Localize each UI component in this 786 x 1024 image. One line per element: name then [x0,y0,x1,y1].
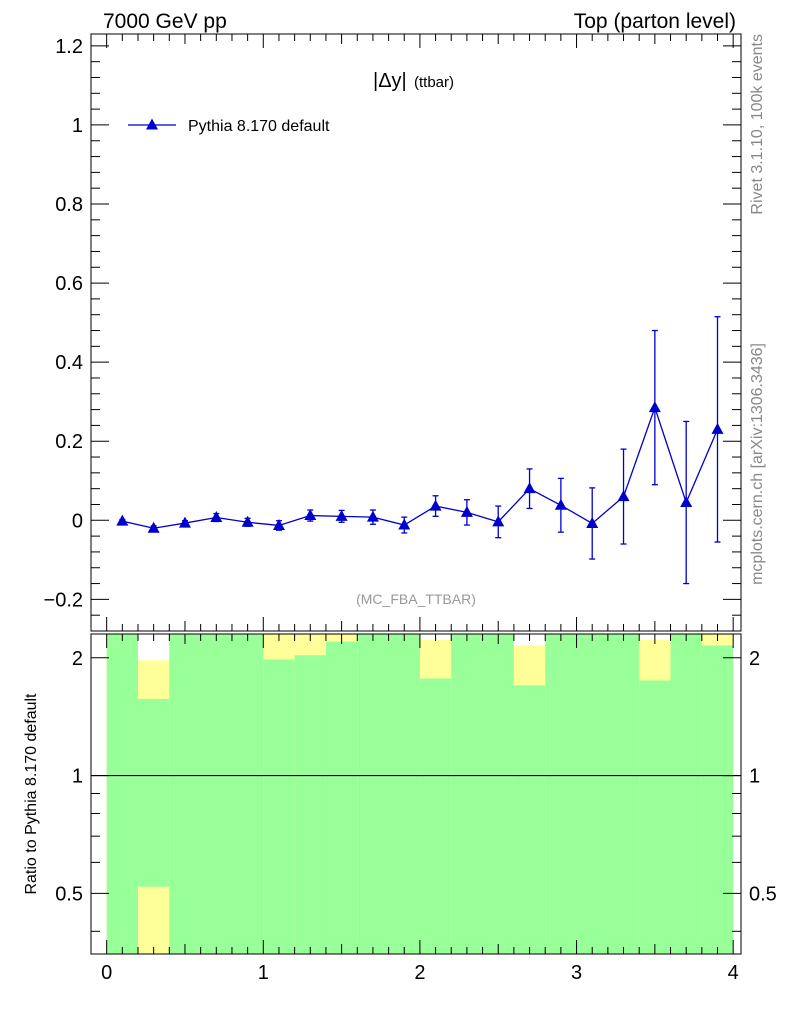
ratio-green-band [639,680,671,954]
data-point [617,490,630,502]
ratio-x-tick-label: 0 [101,962,112,984]
main-y-tick-label: 1.2 [55,36,83,58]
main-plot-panel: −0.2 0 0.2 0.4 0.6 0.8 1 1.2 |Δy| (ttbar) (MC_F… [44,33,742,632]
ratio-y-tick-label-right: 0.5 [749,883,777,905]
data-point [460,505,473,517]
ratio-green-band [137,698,170,887]
ratio-y-tick-label-right: 2 [749,648,760,670]
ratio-green-band [670,634,702,954]
main-y-tick-label: 0.8 [55,194,83,216]
ratio-green-band [169,634,264,954]
main-y-tick-label: 0.6 [55,273,83,295]
ratio-green-band [263,659,295,954]
ratio-green-band [545,634,640,954]
header-left: 7000 GeV pp [103,10,227,33]
ratio-green-band [701,645,734,954]
data-point [147,521,160,533]
ratio-green-band [325,641,358,954]
data-point [429,499,442,511]
series-line [122,405,719,529]
main-y-tick-label: 1 [72,115,83,137]
main-y-tick-label: 0.4 [55,352,83,374]
main-y-tick-label: 0.2 [55,431,83,453]
main-y-tick-label: 0 [72,510,83,532]
data-point [210,511,223,523]
ratio-green-band [451,634,514,954]
plot-title-main: |Δy| [373,70,407,92]
data-point [398,518,411,530]
data-point [523,482,536,494]
ratio-x-tick-label: 4 [728,962,739,984]
data-point [241,515,254,527]
legend-marker [146,118,158,130]
ratio-y-tick-label: 1 [72,766,83,788]
legend: Pythia 8.170 default [128,118,330,135]
ratio-y-tick-label: 2 [72,648,83,670]
ratio-green-band [294,655,326,954]
data-point [366,510,379,522]
data-point [492,515,505,527]
ratio-y-tick-label: 0.5 [55,883,83,905]
ratio-green-band [106,634,138,954]
ratio-y-axis: 0.5 0.5 1 1 2 2 [55,648,777,932]
data-point [335,509,348,521]
plot-title-sub: (ttbar) [414,74,454,91]
ratio-plot-frame [90,633,742,955]
ratio-x-tick-label: 3 [571,962,582,984]
main-y-axis: −0.2 0 0.2 0.4 0.6 0.8 1 1.2 [44,36,741,632]
data-point [648,401,661,413]
ratio-y-tick-label-right: 1 [749,766,760,788]
data-point [304,509,317,521]
ratio-ylabel: Ratio to Pythia 8.170 default [23,693,40,895]
main-x-ticks [90,34,734,631]
data-point [272,518,285,530]
data-point [554,498,567,510]
ratio-x-tick-label: 1 [258,962,269,984]
ratio-x-axis: 0 1 2 3 4 [90,634,739,984]
ratio-green-band [513,685,546,954]
data-point [711,422,724,434]
series-pythia [116,316,724,585]
legend-label: Pythia 8.170 default [188,118,330,135]
main-plot-frame [90,33,742,632]
ratio-green-band [357,634,420,954]
data-point [586,516,599,528]
ratio-green-band [419,678,452,954]
main-y-tick-label: −0.2 [44,589,83,611]
rivet-label: Rivet 3.1.10, 100k events [749,34,766,215]
ratio-x-tick-label: 2 [414,962,425,984]
header-right: Top (parton level) [574,10,736,33]
data-point [178,516,191,528]
data-point [680,496,693,508]
mcplots-label: mcplots.cern.ch [arXiv:1306.3436] [749,343,766,585]
ratio-plot-panel: 0.5 0.5 1 1 2 2 0 1 2 3 4 Ratio to Pythia 8.170 d… [23,633,777,984]
analysis-watermark: (MC_FBA_TTBAR) [356,591,476,607]
ratio-bands [106,634,734,954]
data-point [116,514,129,526]
